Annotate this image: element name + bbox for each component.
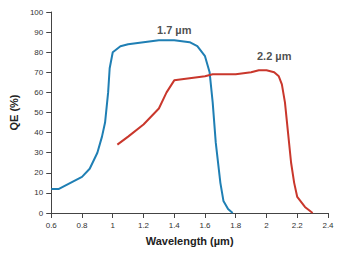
- svg-text:10: 10: [34, 188, 43, 197]
- svg-text:30: 30: [34, 148, 43, 157]
- svg-text:1.7 µm: 1.7 µm: [157, 24, 192, 36]
- svg-text:70: 70: [34, 68, 43, 77]
- svg-text:50: 50: [34, 108, 43, 117]
- svg-text:0.6: 0.6: [46, 221, 58, 230]
- svg-text:2: 2: [264, 221, 269, 230]
- svg-text:20: 20: [34, 168, 43, 177]
- svg-text:Wavelength (µm): Wavelength (µm): [146, 235, 234, 247]
- svg-text:2.4: 2.4: [322, 221, 334, 230]
- svg-text:2.2 µm: 2.2 µm: [257, 50, 292, 62]
- svg-text:80: 80: [34, 48, 43, 57]
- svg-text:QE (%): QE (%): [8, 94, 20, 130]
- svg-text:0.8: 0.8: [76, 221, 88, 230]
- svg-text:1.8: 1.8: [230, 221, 242, 230]
- svg-text:90: 90: [34, 28, 43, 37]
- svg-text:0: 0: [39, 209, 44, 218]
- svg-text:1.2: 1.2: [138, 221, 150, 230]
- svg-text:1.6: 1.6: [199, 221, 211, 230]
- svg-text:60: 60: [34, 88, 43, 97]
- svg-text:100: 100: [30, 8, 44, 17]
- svg-text:1: 1: [111, 221, 116, 230]
- svg-text:40: 40: [34, 128, 43, 137]
- svg-text:1.4: 1.4: [169, 221, 181, 230]
- svg-text:2.2: 2.2: [292, 221, 304, 230]
